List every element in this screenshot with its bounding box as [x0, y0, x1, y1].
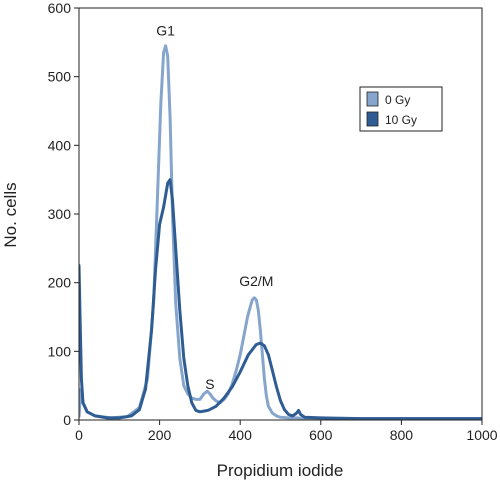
annotation-g1: G1 [156, 22, 175, 38]
annotation-g2m: G2/M [239, 273, 273, 289]
series-line-10-gy [79, 178, 482, 420]
x-tick-label: 800 [390, 427, 414, 443]
x-axis-title: Propidium iodide [217, 461, 344, 480]
plot-layer [79, 44, 482, 420]
axis-layer: 0 100 200 300 400 500 600 0 200 400 600 800 1000 [48, 0, 498, 443]
annotation-layer: G1 S G2/M [156, 22, 273, 392]
x-tick-label: 400 [229, 427, 253, 443]
legend-label-10gy: 10 Gy [385, 113, 417, 127]
y-tick-label: 600 [48, 0, 72, 16]
legend-swatch-10gy [366, 111, 379, 127]
x-tick-label: 600 [309, 427, 333, 443]
y-tick-label: 200 [48, 275, 72, 291]
legend-label-0gy: 0 Gy [385, 93, 410, 107]
y-tick-label: 100 [48, 343, 72, 359]
legend-swatch-0gy [366, 91, 379, 107]
y-tick-label: 400 [48, 137, 72, 153]
x-tick-label: 200 [148, 427, 172, 443]
y-tick-label: 0 [63, 412, 71, 428]
x-tick-label: 1000 [466, 427, 497, 443]
x-tick-label: 0 [75, 427, 83, 443]
y-axis-title: No. cells [1, 182, 20, 247]
y-tick-label: 500 [48, 69, 72, 85]
y-tick-label: 300 [48, 206, 72, 222]
plot-frame [78, 7, 483, 421]
legend: 0 Gy 10 Gy [359, 86, 443, 132]
annotation-s: S [205, 376, 214, 392]
